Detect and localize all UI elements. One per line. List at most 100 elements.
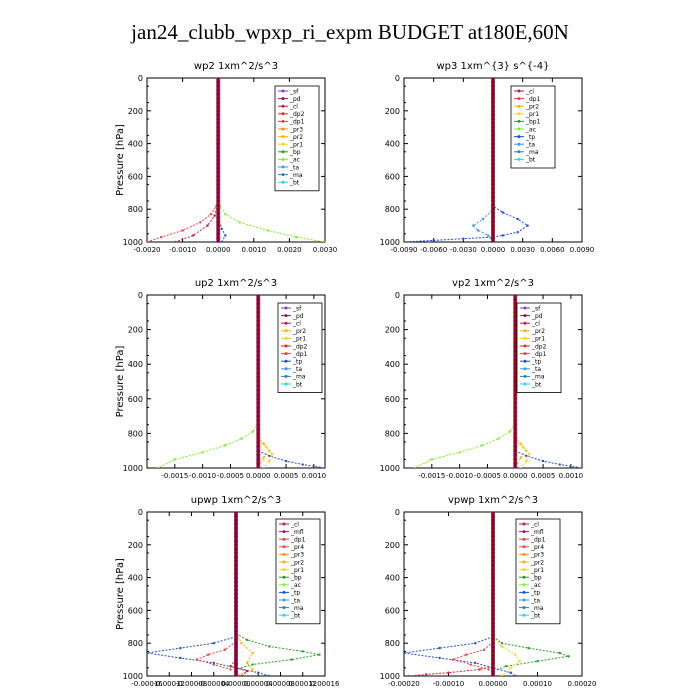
legend-entry: _pr3 xyxy=(530,552,544,559)
series-line-ac xyxy=(414,422,516,468)
data-point-dp2 xyxy=(478,668,481,671)
data-point-dp1 xyxy=(487,668,490,671)
zero-profile-point xyxy=(234,592,238,596)
zero-profile-point xyxy=(216,133,220,137)
zero-profile-point xyxy=(513,436,517,440)
legend-entry: _sf xyxy=(292,305,302,312)
legend-marker xyxy=(281,157,285,161)
zero-profile-point xyxy=(513,410,517,414)
y-tick-label: 600 xyxy=(128,606,143,615)
y-tick-label: 1000 xyxy=(123,672,143,681)
legend-marker xyxy=(517,97,521,101)
legend-marker xyxy=(284,329,288,333)
legend-marker xyxy=(282,560,286,564)
legend-entry: _bp xyxy=(530,575,542,582)
zero-profile-point xyxy=(256,401,260,405)
data-point-cl xyxy=(192,234,195,237)
legend-entry: _tp xyxy=(531,359,541,366)
data-point-ac xyxy=(497,437,500,440)
y-tick-label: 0 xyxy=(395,291,400,300)
legend-marker xyxy=(284,344,288,348)
zero-profile-point xyxy=(491,555,495,559)
data-point-ac xyxy=(413,466,417,468)
y-tick-label: 200 xyxy=(128,107,143,116)
data-point-cl xyxy=(174,240,177,242)
zero-profile-point xyxy=(256,349,260,353)
zero-profile-point xyxy=(216,101,220,105)
data-point-tp xyxy=(220,227,223,231)
legend-entry: _pr1 xyxy=(290,567,304,574)
zero-profile-point xyxy=(513,332,517,336)
y-tick-label: 0 xyxy=(138,508,143,517)
legend-marker xyxy=(282,522,286,526)
data-point-tp xyxy=(501,211,505,214)
zero-profile-point xyxy=(216,183,220,187)
zero-profile-point xyxy=(216,113,220,117)
zero-profile-point xyxy=(256,379,260,384)
legend-entry: _dp1 xyxy=(289,119,305,126)
data-point-tp xyxy=(526,224,529,227)
legend-marker xyxy=(284,359,288,363)
legend-entry: _bt xyxy=(531,381,542,388)
legend-entry: _pd xyxy=(292,313,304,320)
y-tick-label: 800 xyxy=(128,639,143,648)
chart-panel-2: wp3 1xm^{3} s^{-4}02004006008001000-0.00… xyxy=(380,61,595,254)
zero-profile-point xyxy=(256,444,260,448)
legend-entry: _ta xyxy=(525,142,535,149)
legend-marker xyxy=(282,552,286,556)
x-tick-label: -0.0020 xyxy=(133,246,160,254)
zero-profile-point xyxy=(491,666,495,670)
zero-profile-point xyxy=(491,121,495,125)
zero-profile-point xyxy=(513,449,517,453)
legend-entry: _dp1 xyxy=(525,96,541,103)
legend-marker xyxy=(281,119,285,123)
zero-profile-point xyxy=(491,674,495,676)
zero-profile-point xyxy=(491,580,495,584)
zero-profile-point xyxy=(256,315,260,319)
zero-profile-point xyxy=(491,518,495,522)
data-point-cl xyxy=(245,669,249,673)
series-line-dp1 xyxy=(195,641,237,670)
legend-entry: _dp2 xyxy=(289,111,305,118)
zero-profile-point xyxy=(491,78,495,80)
zero-profile-point xyxy=(491,158,495,162)
zero-profile-point xyxy=(513,418,517,423)
zero-profile-point xyxy=(491,92,495,96)
data-point-ac xyxy=(224,212,227,216)
zero-profile-point xyxy=(234,588,238,592)
x-tick-label: 0.0010 xyxy=(302,472,327,480)
data-point-bp xyxy=(558,651,561,655)
zero-profile-point xyxy=(256,332,260,336)
zero-profile-point xyxy=(513,405,517,410)
zero-profile-point xyxy=(256,310,260,314)
zero-profile-point xyxy=(216,166,220,170)
zero-profile-point xyxy=(216,129,220,133)
zero-profile-point xyxy=(256,466,260,468)
data-point-ac xyxy=(251,430,254,433)
zero-profile-point xyxy=(256,405,260,410)
zero-profile-point xyxy=(216,80,220,84)
data-point-ac xyxy=(508,430,511,433)
data-point-bp xyxy=(318,653,321,656)
series-line-tp xyxy=(515,450,582,468)
zero-profile-point xyxy=(216,174,220,178)
zero-profile-point xyxy=(491,187,495,191)
zero-profile-point xyxy=(513,397,517,401)
x-tick-label: 0.00000 xyxy=(479,680,508,688)
legend-marker xyxy=(517,112,521,116)
x-tick-label: 0.0060 xyxy=(540,246,565,254)
data-point-tp xyxy=(509,671,512,674)
legend-marker xyxy=(282,598,286,602)
zero-profile-point xyxy=(234,666,238,670)
legend-entry: _pr2 xyxy=(292,328,306,335)
zero-profile-point xyxy=(491,526,495,531)
data-point-bp xyxy=(505,664,508,668)
data-point-bp xyxy=(527,646,530,650)
zero-profile-point xyxy=(234,547,238,551)
zero-profile-point xyxy=(256,388,260,392)
legend-marker xyxy=(282,606,286,610)
zero-profile-point xyxy=(256,336,260,340)
data-point-tp xyxy=(323,466,325,468)
y-tick-label: 1000 xyxy=(380,464,400,473)
data-point-pr1 xyxy=(509,666,512,669)
